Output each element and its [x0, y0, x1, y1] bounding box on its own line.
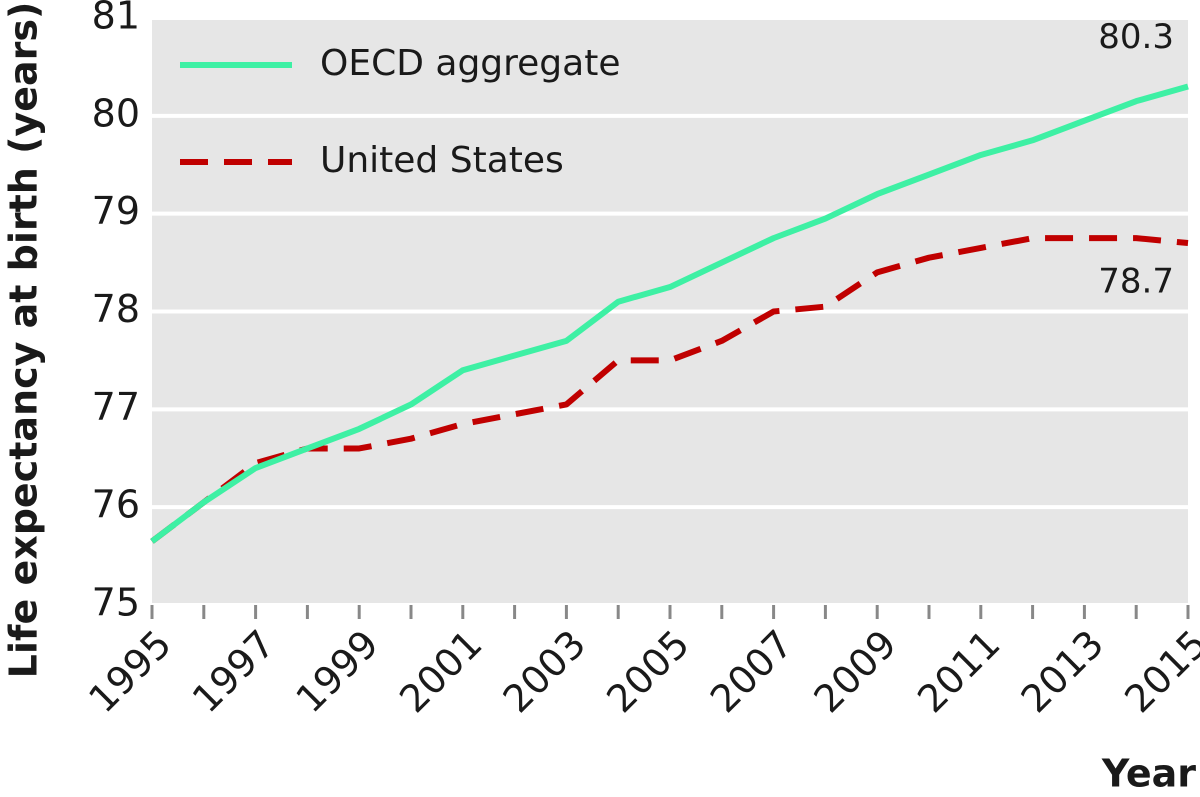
x-tick-label: 2011 [909, 622, 1009, 722]
y-tick-label: 80 [92, 91, 140, 135]
x-tick-label: 2005 [598, 622, 698, 722]
y-tick-label: 75 [92, 581, 140, 625]
x-tick-label: 2003 [495, 622, 595, 722]
x-tick-label: 2009 [805, 622, 905, 722]
y-tick-label: 77 [92, 385, 140, 429]
y-axis-title: Life expectancy at birth (years) [2, 2, 46, 679]
x-tick-label: 2001 [391, 622, 491, 722]
x-axis-title: Year [1101, 752, 1196, 796]
x-tick-label: 1995 [80, 622, 180, 722]
x-tick-label: 2013 [1013, 622, 1113, 722]
annotation: 78.7 [1098, 262, 1174, 302]
y-tick-label: 78 [92, 287, 140, 331]
grid [150, 16, 1190, 619]
y-tick-label: 81 [92, 0, 140, 38]
y-tick-label: 79 [92, 189, 140, 233]
data-line [150, 83, 1189, 544]
x-tick-label: 1997 [184, 622, 284, 722]
legend-label: OECD aggregate [320, 43, 620, 84]
x-tick-label: 1999 [287, 622, 387, 722]
lines [150, 83, 1189, 544]
legend-label: United States [320, 140, 564, 181]
data-line [150, 235, 1189, 544]
y-tick-label: 76 [92, 483, 140, 527]
x-tick-label: 2007 [702, 622, 802, 722]
annotation: 80.3 [1098, 17, 1174, 57]
x-tick-label: 2015 [1116, 622, 1200, 722]
